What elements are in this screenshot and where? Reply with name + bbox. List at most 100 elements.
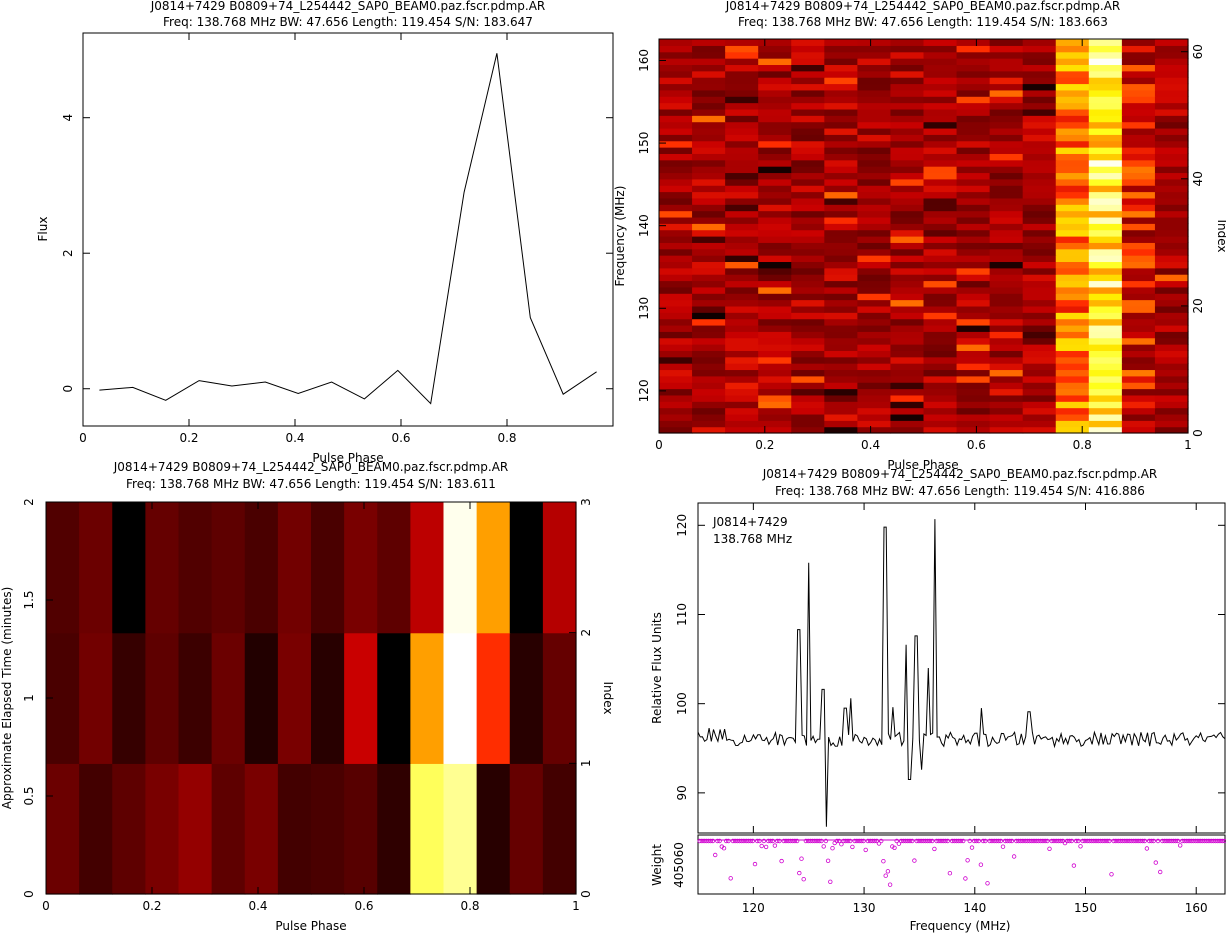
freq-phase-cell — [923, 83, 958, 91]
weight-marker — [1124, 838, 1130, 844]
freq-phase-cell — [923, 204, 958, 212]
freq-phase-cell — [890, 242, 925, 250]
time-phase-ylabel-right: Index — [601, 681, 615, 714]
freq-phase-cell — [1055, 394, 1090, 402]
weight-marker — [724, 838, 729, 844]
freq-phase-cell — [758, 58, 792, 66]
freq-phase-cell — [1055, 172, 1090, 180]
weight-marker — [1038, 838, 1043, 844]
freq-phase-title: J0814+7429 B0809+74_L254442_SAP0_BEAM0.p… — [725, 0, 1121, 13]
freq-phase-cell — [824, 64, 858, 72]
freq-phase-cell — [659, 394, 693, 402]
freq-phase-cell — [857, 286, 892, 294]
freq-phase-cell — [1154, 115, 1189, 123]
freq-phase-cell — [989, 426, 1024, 434]
freq-phase-cell — [692, 248, 726, 256]
freq-phase-cell — [659, 401, 693, 409]
freq-phase-cell — [923, 191, 958, 199]
weight-marker — [1102, 838, 1108, 844]
freq-phase-cell — [791, 331, 825, 339]
freq-phase-cell — [1055, 51, 1090, 59]
freq-phase-cell — [1088, 134, 1123, 142]
weight-marker — [941, 838, 946, 844]
spectrum-ytick-label: 120 — [675, 514, 689, 537]
weight-marker — [715, 838, 720, 844]
weight-marker — [947, 871, 953, 876]
freq-phase-cell — [923, 420, 958, 428]
time-phase-cell — [277, 632, 312, 764]
freq-phase-cell — [1121, 51, 1156, 59]
freq-phase-cell — [725, 337, 759, 345]
freq-phase-cell — [1022, 363, 1057, 371]
weight-marker — [998, 838, 1003, 844]
freq-phase-cell — [1088, 312, 1123, 320]
freq-phase-cell — [1088, 147, 1123, 154]
time-phase-cell — [112, 502, 146, 634]
weight-marker — [934, 838, 939, 844]
freq-phase-cell — [659, 159, 693, 167]
weight-marker — [967, 838, 972, 844]
weight-marker — [830, 846, 835, 851]
freq-phase-cell — [989, 159, 1024, 167]
freq-phase-cell — [758, 242, 792, 250]
profile-ytick-label: 0 — [61, 385, 75, 393]
weight-marker — [978, 862, 984, 867]
freq-phase-cell — [758, 45, 792, 53]
freq-phase-cell — [791, 127, 825, 135]
freq-phase-cell — [692, 394, 726, 402]
freq-phase-cell — [989, 115, 1024, 123]
freq-phase-cell — [824, 344, 858, 351]
spectrum-ytick-label: 110 — [675, 603, 689, 626]
weight-marker — [974, 838, 979, 844]
freq-phase-cell — [1088, 324, 1123, 332]
freq-phase-cell — [989, 350, 1024, 358]
profile-ylabel: Flux — [36, 217, 50, 242]
freq-phase-cell — [923, 350, 958, 358]
weight-marker — [799, 856, 804, 861]
freq-phase-cell — [923, 166, 958, 174]
freq-phase-cell — [923, 363, 958, 371]
freq-phase-cell — [857, 255, 892, 263]
freq-phase-cell — [758, 89, 792, 97]
freq-phase-cell — [890, 382, 925, 390]
weight-marker — [956, 838, 961, 844]
freq-phase-cell — [989, 420, 1024, 428]
weight-marker — [868, 838, 873, 844]
freq-phase-cell — [791, 115, 825, 123]
freq-phase-cell — [1055, 134, 1090, 142]
freq-phase-cell — [923, 216, 958, 224]
spectrum-frame — [697, 502, 1226, 834]
weight-marker — [985, 881, 990, 886]
freq-phase-cell — [989, 236, 1024, 243]
freq-phase-cell — [1088, 216, 1123, 224]
freq-phase-cell — [857, 39, 892, 46]
freq-phase-cell — [989, 299, 1024, 307]
freq-phase-cell — [956, 407, 991, 415]
freq-phase-cell — [791, 210, 825, 218]
spectrum-ytick-label: 100 — [675, 692, 689, 715]
spectrum-xlabel: Frequency (MHz) — [910, 919, 1011, 933]
freq-phase-cell — [1121, 108, 1156, 116]
freq-phase-cell — [725, 102, 759, 110]
weight-ytick: 405060 — [672, 842, 686, 888]
freq-phase-cell — [857, 140, 892, 148]
freq-phase-cell — [1154, 121, 1189, 129]
profile-xtick-label: 0 — [79, 431, 87, 445]
freq-phase-cell — [1022, 216, 1057, 224]
time-phase-cell — [178, 763, 213, 895]
freq-phase-cell — [857, 77, 892, 85]
weight-marker — [976, 838, 981, 844]
freq-phase-cell — [758, 382, 792, 390]
freq-phase-cell — [1154, 197, 1189, 205]
freq-phase-cell — [923, 51, 958, 59]
weight-marker — [752, 861, 758, 867]
freq-phase-cell — [857, 274, 892, 282]
freq-phase-cell — [1121, 407, 1156, 415]
weight-marker — [859, 838, 864, 844]
freq-phase-cell — [692, 356, 726, 364]
freq-phase-cell — [659, 280, 693, 288]
freq-phase-cell — [989, 191, 1024, 199]
freq-phase-cell — [758, 286, 792, 294]
freq-phase-cell — [758, 121, 792, 129]
freq-phase-cell — [758, 299, 792, 307]
